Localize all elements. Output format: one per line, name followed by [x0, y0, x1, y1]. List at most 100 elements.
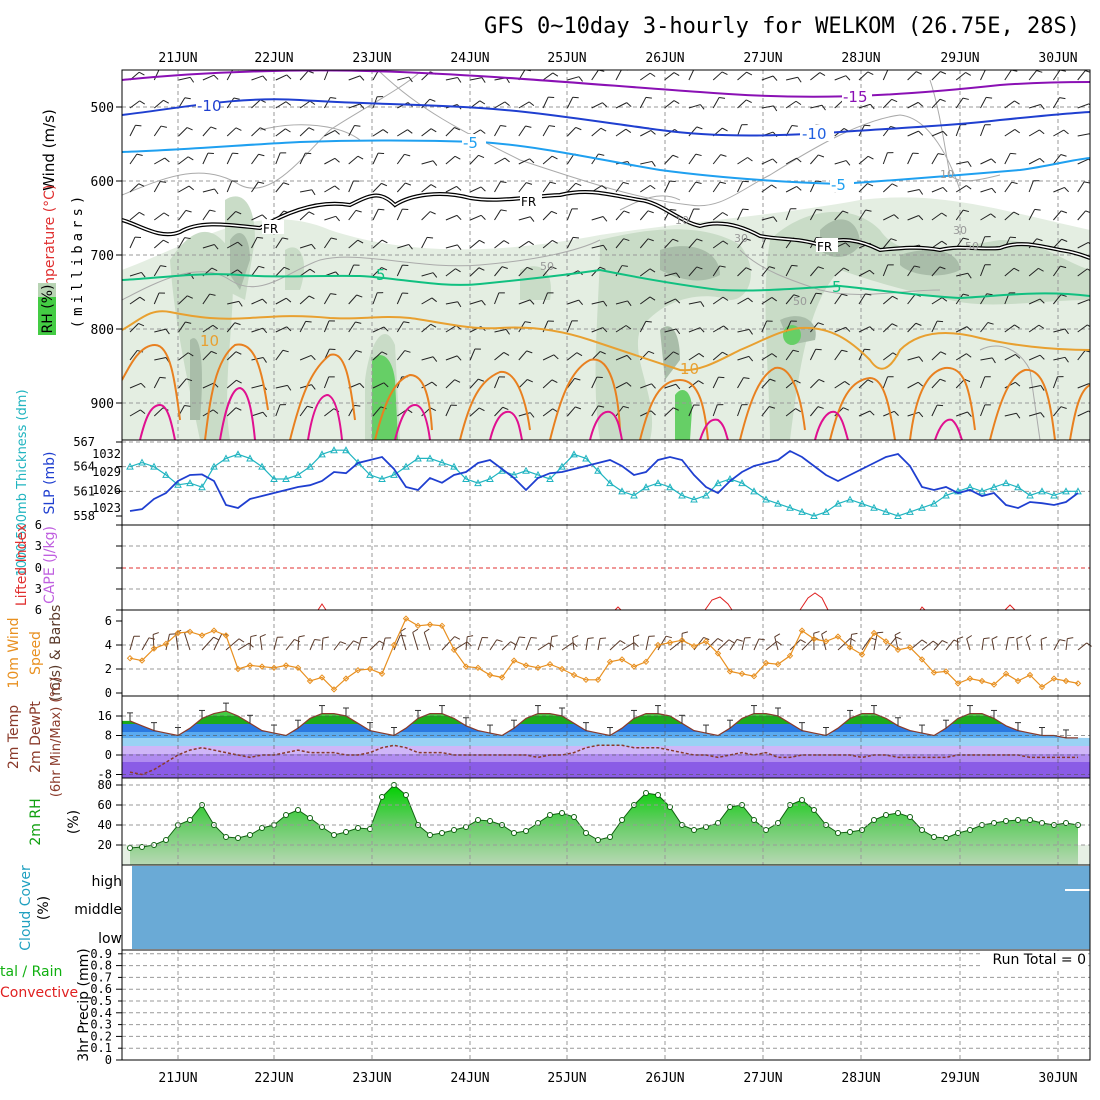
wind10m-point [1002, 670, 1010, 678]
wind-barb-feather [481, 300, 486, 306]
thickness-point [306, 462, 314, 470]
wind-barb [421, 323, 432, 333]
thickness-point [426, 454, 434, 462]
wind-barb-feather [551, 379, 558, 383]
wind-barb-feather [796, 157, 802, 163]
wind10m-point [702, 638, 710, 645]
thickness-point [990, 483, 998, 491]
wind-barb-feather [721, 71, 728, 76]
wind-barb [761, 216, 774, 221]
wind-barb-feather [966, 353, 972, 358]
wind-barb [324, 408, 335, 417]
wind-barb-feather [237, 241, 243, 247]
rh2m-point [991, 820, 997, 826]
wind-barb [907, 356, 920, 361]
wind10m-barb [966, 638, 971, 651]
wind-barb [615, 300, 628, 305]
wind-barb-feather [722, 127, 728, 132]
wind-barb-feather [575, 182, 582, 187]
wind-barb-feather [772, 75, 778, 81]
wind-barb [566, 97, 574, 109]
wind-barb-feather [869, 269, 875, 275]
wind-barb-feather [719, 265, 726, 268]
wind-barb-feather [500, 181, 507, 184]
wind-barb-feather [478, 378, 485, 382]
wind-barb [737, 377, 744, 389]
wind-barb [421, 98, 431, 109]
wind-barb [251, 181, 259, 193]
contour-label: 10 [940, 168, 954, 181]
rh2m-point [847, 829, 853, 835]
wind-barb [251, 357, 264, 361]
wind-barb-feather [454, 379, 461, 383]
temperature-contours [122, 70, 1090, 440]
ytick-label: 0.8 [90, 959, 112, 973]
wind-barb-feather [212, 409, 219, 414]
wind-barb [275, 237, 283, 249]
wind-barb-feather [672, 154, 679, 158]
wind-barb-feather [405, 182, 412, 186]
wind-barb-feather [311, 244, 316, 250]
wind10m-point [390, 641, 398, 649]
wind-barb [227, 300, 240, 305]
wind-barb-feather [602, 327, 608, 333]
wind-barb [178, 210, 187, 221]
wind-barb [688, 266, 698, 277]
wind-barb-feather [140, 382, 146, 388]
thickness-point [366, 470, 374, 478]
wind-barb-feather [599, 351, 606, 355]
wind-barb-feather [503, 351, 510, 356]
wind-barb [688, 238, 698, 249]
wind-barb-feather [870, 103, 875, 110]
contour-label: -10 [197, 97, 222, 115]
wind-barb [300, 189, 312, 193]
wind-barb [567, 406, 576, 417]
wind-barb-feather [845, 75, 851, 81]
wind-barb [761, 158, 773, 165]
wind-barb-feather [791, 124, 798, 127]
wind-barb-feather [771, 353, 778, 358]
wind-barb [421, 237, 428, 249]
wind10m-barb-feather [921, 639, 928, 644]
thickness-point [414, 454, 422, 462]
wind10m-point [342, 675, 350, 682]
wind-barb [955, 209, 964, 221]
wind-barb-feather [262, 357, 267, 363]
wind-barb-feather [334, 157, 340, 163]
wind-barb [980, 404, 986, 417]
rh2m-point [223, 834, 229, 840]
rh2m-point [247, 832, 253, 838]
wind-barb-feather [700, 301, 705, 307]
wind-barb [931, 404, 938, 417]
wind10m-point [750, 672, 758, 680]
thickness-point [942, 491, 950, 499]
wind-barb [615, 182, 624, 193]
wind-barb [712, 71, 723, 81]
wind-barb [348, 155, 359, 165]
wind-barb-feather [186, 378, 193, 382]
wind-barb-feather [967, 273, 972, 279]
wind-barb [1053, 328, 1066, 333]
ytick-label-minor: 0.9 [90, 947, 112, 961]
wind-barb-feather [793, 294, 800, 298]
wind10m-point [606, 658, 614, 666]
wind-barb-feather [504, 157, 510, 163]
wind-barb-feather [623, 181, 630, 185]
wind10m-barb-feather [340, 641, 347, 645]
wind-barb [299, 70, 309, 81]
rh2m-point [511, 830, 517, 836]
wind-barb [372, 267, 382, 277]
wind-barb [931, 71, 941, 81]
wind-barb-feather [209, 293, 216, 296]
wind-barb-feather [334, 185, 340, 191]
wind-barb-feather [817, 322, 824, 326]
wind-barb-feather [623, 405, 630, 409]
wind-barb [688, 404, 695, 417]
wind-barb [567, 299, 579, 305]
wind-barb [153, 99, 164, 109]
wind-barb [129, 183, 140, 193]
wind-barb-feather [309, 100, 316, 105]
wind10m-barb-feather [1025, 634, 1032, 639]
wind-barb [129, 409, 141, 417]
wind-barb-feather [626, 102, 632, 108]
